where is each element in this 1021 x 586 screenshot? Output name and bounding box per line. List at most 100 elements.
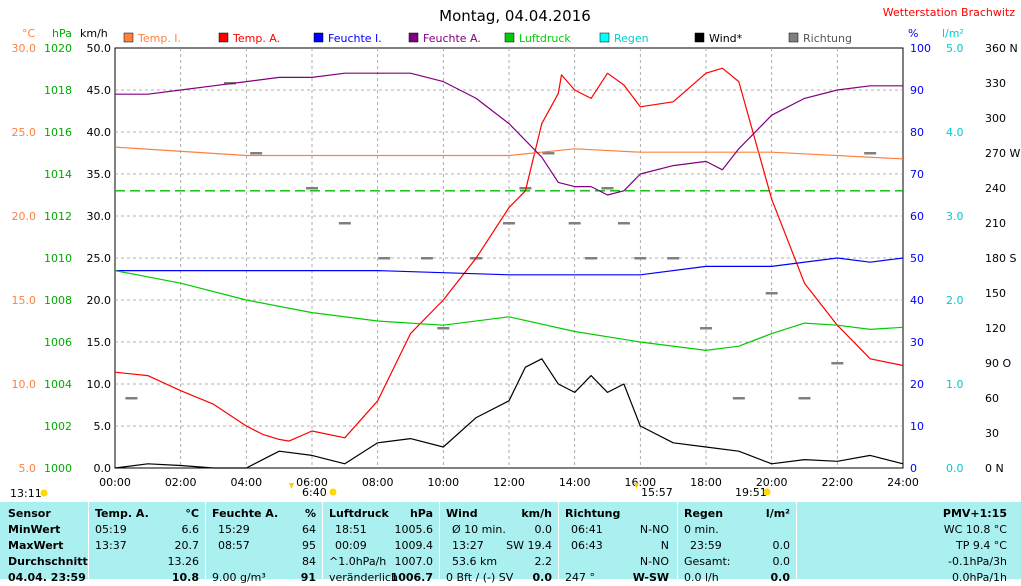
luftdruck-max-time: 00:09 [335, 539, 367, 552]
regen-current-value: 0.0 [770, 571, 791, 584]
percent-tick-label: 30 [910, 336, 924, 349]
kmh-tick-label: 40.0 [87, 126, 112, 139]
sun-timeline: 13:11 6:40 15:57 19:51 [10, 483, 771, 500]
time-tick-label: 22:00 [821, 476, 853, 489]
kmh-tick-label: 10.0 [87, 378, 112, 391]
percent-tick-label: 70 [910, 168, 924, 181]
direction-tick-label: 300 [985, 112, 1006, 125]
sunset-label: 19:51 [735, 486, 767, 499]
hpa-tick-label: 1008 [44, 294, 72, 307]
percent-tick-label: 40 [910, 294, 924, 307]
station-name: Wetterstation Brachwitz [883, 6, 1015, 19]
kmh-tick-label: 35.0 [87, 168, 112, 181]
wind-distance: 53.6 km [452, 555, 498, 568]
percent-tick-label: 20 [910, 378, 924, 391]
kmh-tick-label: 25.0 [87, 252, 112, 265]
kmh-tick-label: 45.0 [87, 84, 112, 97]
direction-tick-label: 60 [985, 392, 999, 405]
pmv-trend-3h: -0.1hPa/3h [948, 555, 1007, 568]
direction-tick-label: 360 N [985, 42, 1018, 55]
richtung-current-value: W-SW [632, 571, 669, 584]
luftdruck-header: Luftdruck [329, 507, 389, 520]
luftdruck-min-value: 1005.6 [394, 523, 434, 536]
series-line-feuchte-a [115, 72, 903, 196]
luftdruck-trend: ^1.0hPa/h [329, 555, 387, 568]
rain-tick-label: 5.0 [946, 42, 964, 55]
percent-tick-label: 80 [910, 126, 924, 139]
direction-point [306, 187, 318, 190]
direction-tick-label: 0 N [985, 462, 1004, 475]
temp-a-header: Temp. A. [95, 507, 149, 520]
direction-tick-label: 210 [985, 217, 1006, 230]
direction-tick-label: 150 [985, 287, 1006, 300]
rain-tick-label: 2.0 [946, 294, 964, 307]
feuchte-a-unit: % [304, 507, 316, 520]
temp-a-avg-value: 13.26 [167, 555, 200, 568]
direction-tick-label: 330 [985, 77, 1006, 90]
percent-tick-label: 100 [910, 42, 931, 55]
pmv-column: PMV+1:15 WC 10.8 °C TP 9.4 °C -0.1hPa/3h… [797, 502, 1021, 584]
percent-tick-label: 10 [910, 420, 924, 433]
feuchte-a-current-value: 91 [300, 571, 316, 584]
temp-tick-label: 5.0 [19, 462, 37, 475]
temp-a-min-value: 6.6 [181, 523, 200, 536]
direction-tick-label: 180 S [985, 252, 1016, 265]
wind-max-time: 13:27 [452, 539, 484, 552]
wind-unit: km/h [521, 507, 552, 520]
time-tick-label: 06:00 [296, 476, 328, 489]
unit-percent: % [908, 27, 918, 40]
legend-swatch [599, 32, 610, 43]
time-tick-label: 24:00 [887, 476, 919, 489]
direction-point [437, 327, 450, 330]
time-tick-label: 04:00 [230, 476, 262, 489]
regen-unit: l/m² [765, 507, 790, 520]
richtung-min-time: 06:41 [571, 523, 603, 536]
legend-label: Temp. I. [137, 32, 181, 45]
separator [88, 502, 89, 579]
temp-a-column: Temp. A. °C 05:19 6.6 13:37 20.7 13.26 1… [89, 502, 205, 584]
direction-point [338, 222, 351, 225]
temp-tick-label: 10.0 [12, 378, 37, 391]
regen-rate: 0.0 l/h [684, 571, 719, 584]
luftdruck-unit: hPa [409, 507, 433, 520]
direction-tick-label: 90 O [985, 357, 1011, 370]
kmh-tick-label: 0.0 [94, 462, 112, 475]
chart-axes: 30.025.020.015.010.05.010201018101610141… [12, 42, 1021, 489]
luftdruck-avg-value: 1007.0 [394, 555, 434, 568]
legend-label: Wind* [709, 32, 743, 45]
richtung-degrees: 247 ° [565, 571, 595, 584]
legend-swatch [313, 32, 324, 43]
time-tick-label: 12:00 [493, 476, 525, 489]
time-tick-label: 10:00 [427, 476, 459, 489]
hpa-tick-label: 1012 [44, 210, 72, 223]
time-tick-label: 16:00 [624, 476, 656, 489]
row-label-current: 04.04. 23:59 [8, 571, 86, 584]
series-line-feuchte-i [115, 257, 904, 276]
wind-beaufort: 0 Bft / (-) SV [446, 571, 514, 584]
luftdruck-max-value: 1009.4 [394, 539, 434, 552]
hpa-tick-label: 1004 [44, 378, 72, 391]
pmv-header: PMV+1:15 [942, 507, 1007, 520]
hpa-tick-label: 1016 [44, 126, 72, 139]
hpa-tick-label: 1000 [44, 462, 72, 475]
direction-point [378, 257, 391, 260]
wind-avg-value: 0.0 [534, 523, 553, 536]
direction-point [700, 327, 712, 330]
time-tick-label: 02:00 [165, 476, 197, 489]
chart-grid [114, 47, 904, 469]
richtung-min-value: N-NO [639, 523, 669, 536]
wind-avg-label: Ø 10 min. [452, 523, 506, 536]
richtung-avg-value: N-NO [639, 555, 669, 568]
legend-label: Regen [614, 32, 649, 45]
chart-legend: Temp. I. Temp. A. Feuchte I. Feuchte A. Luft… [123, 32, 852, 45]
direction-point [765, 292, 778, 295]
legend-swatch [123, 32, 134, 43]
legend-swatch [218, 32, 229, 43]
temp-a-current-value: 10.8 [171, 571, 199, 584]
luftdruck-min-time: 18:51 [335, 523, 367, 536]
direction-tick-label: 120 [985, 322, 1006, 335]
time-tick-label: 14:00 [559, 476, 591, 489]
separator [796, 502, 797, 579]
direction-point [601, 187, 614, 190]
unit-kmh: km/h [80, 27, 108, 40]
